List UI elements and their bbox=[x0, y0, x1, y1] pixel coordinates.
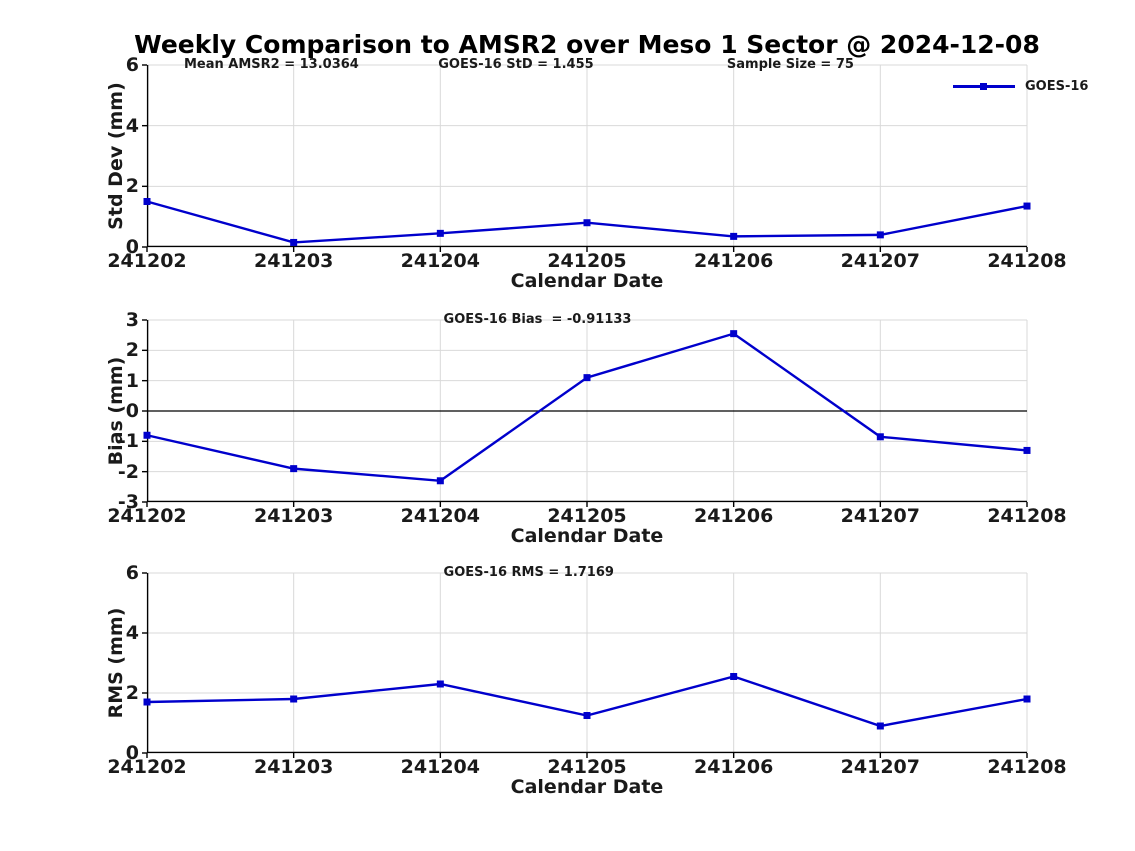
x-tick-label: 241205 bbox=[547, 756, 627, 778]
x-tick-label: 241202 bbox=[107, 756, 187, 778]
x-axis-label: Calendar Date bbox=[510, 525, 664, 547]
y-tick-label: 2 bbox=[125, 175, 139, 198]
x-axis-label: Calendar Date bbox=[510, 270, 664, 292]
y-axis-label: Std Dev (mm) bbox=[105, 82, 127, 230]
data-point-marker bbox=[290, 238, 298, 246]
legend-line-sample bbox=[953, 82, 1015, 90]
x-tick-label: 241204 bbox=[400, 505, 480, 527]
y-tick-label: -3 bbox=[117, 491, 139, 513]
y-tick-label: 6 bbox=[125, 562, 139, 584]
data-point-marker bbox=[730, 232, 738, 240]
y-tick-label: 2 bbox=[125, 682, 139, 704]
x-tick-label: 241206 bbox=[693, 756, 774, 778]
x-axis-label: Calendar Date bbox=[510, 776, 664, 798]
data-point-marker bbox=[143, 198, 151, 205]
data-point-marker bbox=[436, 229, 444, 237]
plot-canvas-bias bbox=[142, 319, 1031, 507]
legend: GOES-16 bbox=[953, 77, 1088, 95]
data-point-marker bbox=[436, 477, 444, 485]
data-point-marker bbox=[143, 431, 151, 439]
x-tick-label: 241203 bbox=[253, 756, 334, 778]
x-tick-label: 241207 bbox=[840, 756, 920, 778]
data-point-marker bbox=[583, 374, 591, 382]
data-point-marker bbox=[1023, 695, 1031, 703]
x-tick-label: 241207 bbox=[840, 505, 920, 527]
data-point-marker bbox=[583, 219, 591, 227]
x-tick-label: 241203 bbox=[253, 505, 334, 527]
y-tick-label: 0 bbox=[125, 742, 139, 764]
data-point-marker bbox=[1023, 202, 1031, 210]
data-point-marker bbox=[730, 673, 738, 680]
x-tick-label: 241204 bbox=[400, 250, 480, 272]
y-tick-label: 1 bbox=[125, 369, 139, 392]
x-tick-label: 241204 bbox=[400, 756, 480, 778]
stat-annotation: GOES-16 RMS = 1.7169 bbox=[443, 565, 614, 580]
legend-series-label: GOES-16 bbox=[1025, 78, 1089, 94]
plot-canvas-stddev bbox=[142, 64, 1031, 252]
x-tick-label: 241205 bbox=[547, 505, 627, 527]
x-tick-label: 241203 bbox=[253, 250, 334, 272]
y-tick-label: 3 bbox=[125, 309, 139, 331]
x-tick-label: 241202 bbox=[107, 250, 187, 272]
data-point-marker bbox=[876, 722, 884, 730]
plot-canvas-rms bbox=[142, 572, 1031, 758]
stat-annotation: Mean AMSR2 = 13.0364 bbox=[183, 57, 359, 72]
stat-annotation: Sample Size = 75 bbox=[726, 57, 854, 72]
subplot-stddev: 241202 241203 241204 241205 241206 241207 2412… bbox=[105, 55, 1067, 291]
subplot-rms: 241202 241203 241204 241205 241206 241207 2412… bbox=[105, 563, 1067, 797]
legend-square-marker-icon bbox=[980, 82, 987, 90]
y-tick-label: 4 bbox=[125, 114, 139, 137]
data-point-marker bbox=[730, 330, 738, 338]
data-point-marker bbox=[583, 712, 591, 719]
x-tick-label: 241208 bbox=[987, 505, 1067, 527]
subplot-bias: 241202 241203 241204 241205 241206 241207 2412… bbox=[105, 310, 1067, 546]
figure-title: Weekly Comparison to AMSR2 over Meso 1 S… bbox=[134, 30, 1040, 59]
data-point-marker bbox=[290, 695, 298, 703]
y-axis-label: RMS (mm) bbox=[105, 607, 127, 719]
y-tick-label: -1 bbox=[117, 430, 139, 453]
x-tick-label: 241207 bbox=[840, 250, 920, 272]
x-tick-label: 241206 bbox=[693, 505, 774, 527]
x-tick-label: 241208 bbox=[987, 756, 1067, 778]
y-tick-label: 6 bbox=[125, 54, 139, 76]
x-tick-label: 241202 bbox=[107, 505, 187, 527]
y-tick-label: 0 bbox=[125, 236, 139, 258]
data-point-marker bbox=[876, 231, 884, 239]
y-tick-label: 2 bbox=[125, 339, 139, 362]
data-point-marker bbox=[143, 698, 151, 706]
x-tick-label: 241205 bbox=[547, 250, 627, 272]
data-point-marker bbox=[290, 465, 298, 473]
y-tick-label: 0 bbox=[125, 400, 139, 422]
y-tick-label: -2 bbox=[117, 460, 139, 483]
x-tick-label: 241206 bbox=[693, 250, 774, 272]
stat-annotation: GOES-16 Bias = -0.91133 bbox=[443, 312, 632, 327]
stat-annotation: GOES-16 StD = 1.455 bbox=[438, 57, 594, 72]
data-point-marker bbox=[436, 680, 444, 688]
x-tick-label: 241208 bbox=[987, 250, 1067, 272]
y-tick-label: 4 bbox=[125, 622, 139, 644]
data-point-marker bbox=[1023, 446, 1031, 454]
data-point-marker bbox=[876, 433, 884, 441]
y-axis-label: Bias (mm) bbox=[105, 356, 127, 466]
